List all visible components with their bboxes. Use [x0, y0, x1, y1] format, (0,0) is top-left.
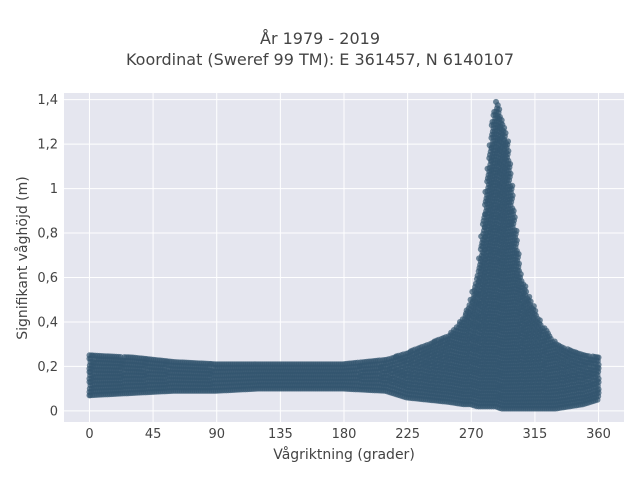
scatter-point: [510, 207, 517, 214]
y-tick-label: 0,2: [37, 360, 58, 375]
scatter-point: [595, 354, 602, 361]
scatter-point: [530, 303, 537, 310]
x-tick-label: 0: [85, 427, 93, 442]
y-tick-label: 1: [50, 182, 58, 197]
scatter-point: [532, 307, 539, 314]
scatter-point: [537, 321, 544, 328]
y-tick-label: 1,4: [37, 93, 58, 108]
scatter-point: [513, 247, 520, 254]
scatter-point: [516, 267, 522, 274]
y-tick-label: 1,2: [37, 138, 58, 153]
x-tick-label: 225: [395, 427, 420, 442]
y-tick-label: 0,4: [37, 315, 58, 330]
x-tick-label: 45: [145, 427, 162, 442]
scatter-point: [526, 293, 533, 300]
x-tick-label: 135: [268, 427, 293, 442]
scatter-point: [496, 113, 503, 120]
scatter-point: [513, 227, 520, 234]
scatter-point: [536, 317, 543, 324]
scatter-point: [522, 283, 529, 290]
y-tick-label: 0: [50, 404, 58, 419]
x-tick-label: 90: [208, 427, 225, 442]
scatter-point: [509, 182, 516, 189]
x-tick-label: 360: [586, 427, 611, 442]
scatter-point: [523, 288, 530, 295]
scatter-point: [532, 312, 539, 319]
scatter-point: [505, 157, 512, 164]
chart-title-line-1: År 1979 - 2019: [260, 29, 380, 48]
x-tick-labels: 0 45 90 135 180 225 270 315 360: [85, 427, 611, 442]
y-tick-label: 0,8: [37, 227, 58, 242]
chart-title-line-2: Koordinat (Sweref 99 TM): E 361457, N 61…: [125, 50, 515, 69]
x-tick-label: 180: [332, 427, 357, 442]
y-tick-labels: 0 0,2 0,4 0,6 0,8 1 1,2 1,4: [37, 93, 58, 419]
scatter-point: [505, 138, 512, 145]
scatter-point: [499, 121, 506, 128]
x-axis-title: Vågriktning (grader): [273, 447, 415, 463]
y-tick-label: 0,6: [37, 271, 58, 286]
scatter-point: [496, 106, 503, 113]
scatter-point: [518, 278, 525, 285]
scatter-point: [502, 130, 509, 137]
scatter-point: [527, 298, 534, 305]
x-tick-label: 315: [522, 427, 547, 442]
x-tick-label: 270: [459, 427, 484, 442]
scatter-points: [86, 98, 602, 412]
y-axis-title: Signifikant våghöjd (m): [15, 176, 31, 340]
scatter-point: [493, 98, 500, 105]
